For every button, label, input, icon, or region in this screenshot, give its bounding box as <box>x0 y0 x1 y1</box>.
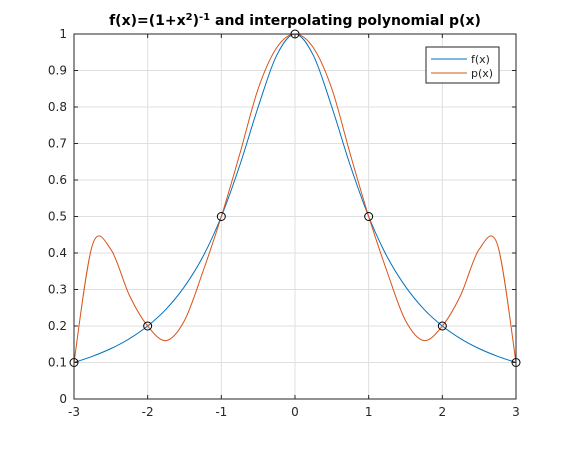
chart-title: f(x)=(1+x2)-1 and interpolating polynomi… <box>109 12 481 30</box>
interpolation-node-marker <box>364 212 374 221</box>
x-tick-label: 1 <box>365 405 373 419</box>
x-tick-label: 3 <box>512 405 520 419</box>
x-tick-label: -1 <box>215 405 227 419</box>
y-tick-label: 0.3 <box>48 283 67 297</box>
interpolation-node-marker <box>143 321 153 331</box>
interpolation-node-marker <box>216 212 226 221</box>
x-tick-label: 2 <box>439 405 447 419</box>
y-tick-label: 0.9 <box>48 64 67 78</box>
y-tick-labels: 0 0.1 0.2 0.3 0.4 0.5 0.6 0.7 0.8 0.9 1 <box>48 27 67 406</box>
y-tick-label: 0.4 <box>48 246 67 260</box>
y-tick-label: 0.2 <box>48 319 67 333</box>
interpolation-node-marker <box>437 321 447 331</box>
y-tick-label: 0.8 <box>48 100 67 114</box>
legend-label: p(x) <box>471 67 493 80</box>
y-tick-label: 0.6 <box>48 173 67 187</box>
x-tick-label: -3 <box>68 405 80 419</box>
y-tick-label: 0.1 <box>48 356 67 370</box>
y-tick-label: 1 <box>59 27 67 41</box>
x-tick-label: -2 <box>142 405 154 419</box>
y-tick-label: 0.7 <box>48 137 67 151</box>
y-tick-label: 0 <box>59 392 67 406</box>
y-tick-label: 0.5 <box>48 210 67 224</box>
ticks <box>73 33 517 400</box>
legend: f(x)p(x) <box>425 46 500 84</box>
x-tick-labels: -3 -2 -1 0 1 2 3 <box>68 405 520 419</box>
x-tick-label: 0 <box>291 405 299 419</box>
legend-label: f(x) <box>471 53 490 66</box>
legend-box <box>425 46 500 84</box>
